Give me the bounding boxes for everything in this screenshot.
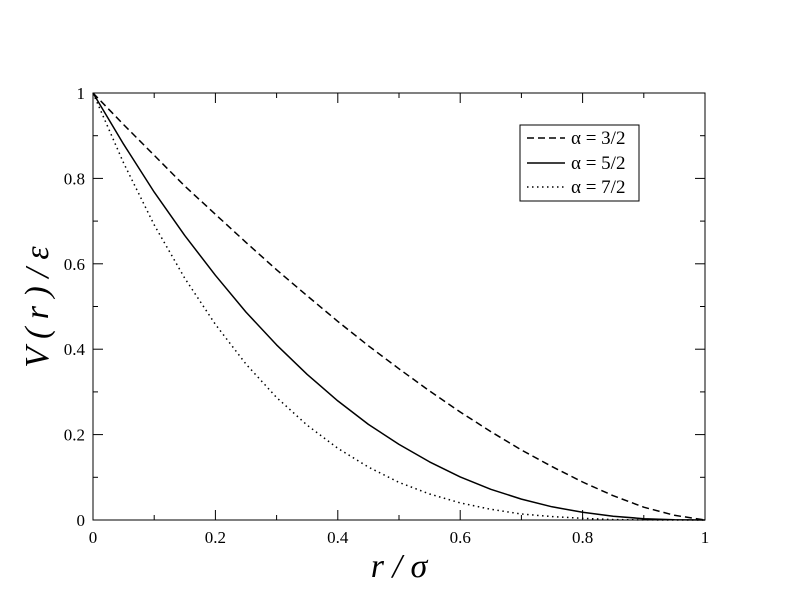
legend-label-alpha-3-2: α = 3/2: [571, 128, 625, 149]
series-line-2: [92, 92, 706, 521]
x-axis-label: r / σ: [371, 548, 429, 585]
tick-labels: 0 0.2 0.4 0.6 0.8 1 0 0.2 0.4 0.6 0.8 1: [64, 84, 710, 547]
x-tick-label: 0.6: [450, 528, 471, 547]
x-tick-label: 1: [701, 528, 710, 547]
y-tick-label: 0.4: [64, 340, 86, 359]
y-axis-label: V ( r ) / ε: [19, 246, 56, 368]
y-tick-label: 0.2: [64, 426, 85, 445]
legend: α = 3/2 α = 5/2 α = 7/2: [519, 124, 640, 202]
x-tick-label: 0.2: [205, 528, 226, 547]
y-tick-label: 0.8: [64, 169, 85, 188]
legend-label-alpha-5-2: α = 5/2: [571, 153, 625, 174]
series-lines: [92, 92, 706, 521]
x-tick-label: 0.8: [572, 528, 593, 547]
series-line-3: [92, 92, 705, 521]
series-line-1: [92, 92, 706, 521]
y-tick-label: 0.6: [64, 255, 85, 274]
plot-frame: [92, 92, 706, 521]
x-tick-label: 0.4: [327, 528, 349, 547]
y-tick-label: 0: [77, 511, 86, 530]
legend-label-alpha-7-2: α = 7/2: [571, 177, 625, 198]
x-tick-label: 0: [89, 528, 98, 547]
y-tick-label: 1: [77, 84, 86, 103]
